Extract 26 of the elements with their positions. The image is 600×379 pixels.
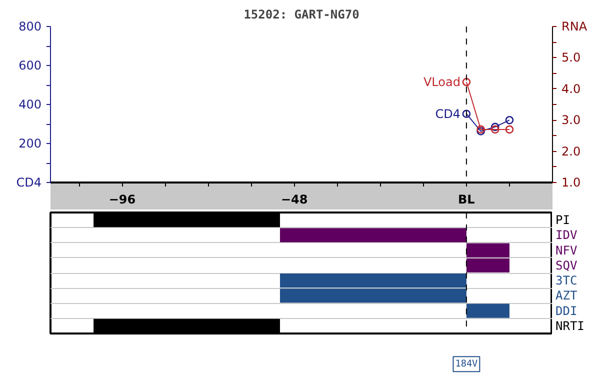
y2-tick-label: 1.0	[562, 176, 581, 190]
series-label: VLoad	[423, 75, 460, 90]
y2-tick-label: 4.0	[562, 82, 581, 96]
y2-tick-label: 2.0	[562, 144, 581, 158]
y-tick-label: 600	[18, 58, 42, 72]
y-tick-label: CD4	[16, 176, 42, 190]
y2-tick-label: 3.0	[562, 113, 581, 128]
y-tick-label: DDI	[556, 304, 578, 318]
y-tick-label: 200	[18, 136, 42, 150]
x-tick-label: −48	[280, 192, 308, 206]
text: 184V	[455, 358, 478, 370]
y-tick-label: PI	[556, 213, 570, 228]
y-tick-label: NFV	[556, 243, 578, 258]
x-tick-label: −96	[108, 192, 136, 206]
y2-tick-label: RNA	[562, 20, 588, 34]
y-tick-label: NRTI	[556, 318, 584, 333]
chart-title: 15202: GART-NG70	[244, 8, 360, 22]
y-tick-label: IDV	[556, 228, 578, 242]
y-tick-label: 3TC	[556, 274, 578, 288]
x-tick-label: BL	[458, 192, 476, 206]
y-tick-label: SQV	[556, 258, 578, 272]
y-tick-label: 800	[18, 20, 42, 34]
series-label: CD4	[435, 106, 460, 121]
y-tick-label: AZT	[556, 288, 578, 303]
y2-tick-label: 5.0	[562, 50, 581, 65]
y-tick-label: 400	[18, 98, 42, 112]
